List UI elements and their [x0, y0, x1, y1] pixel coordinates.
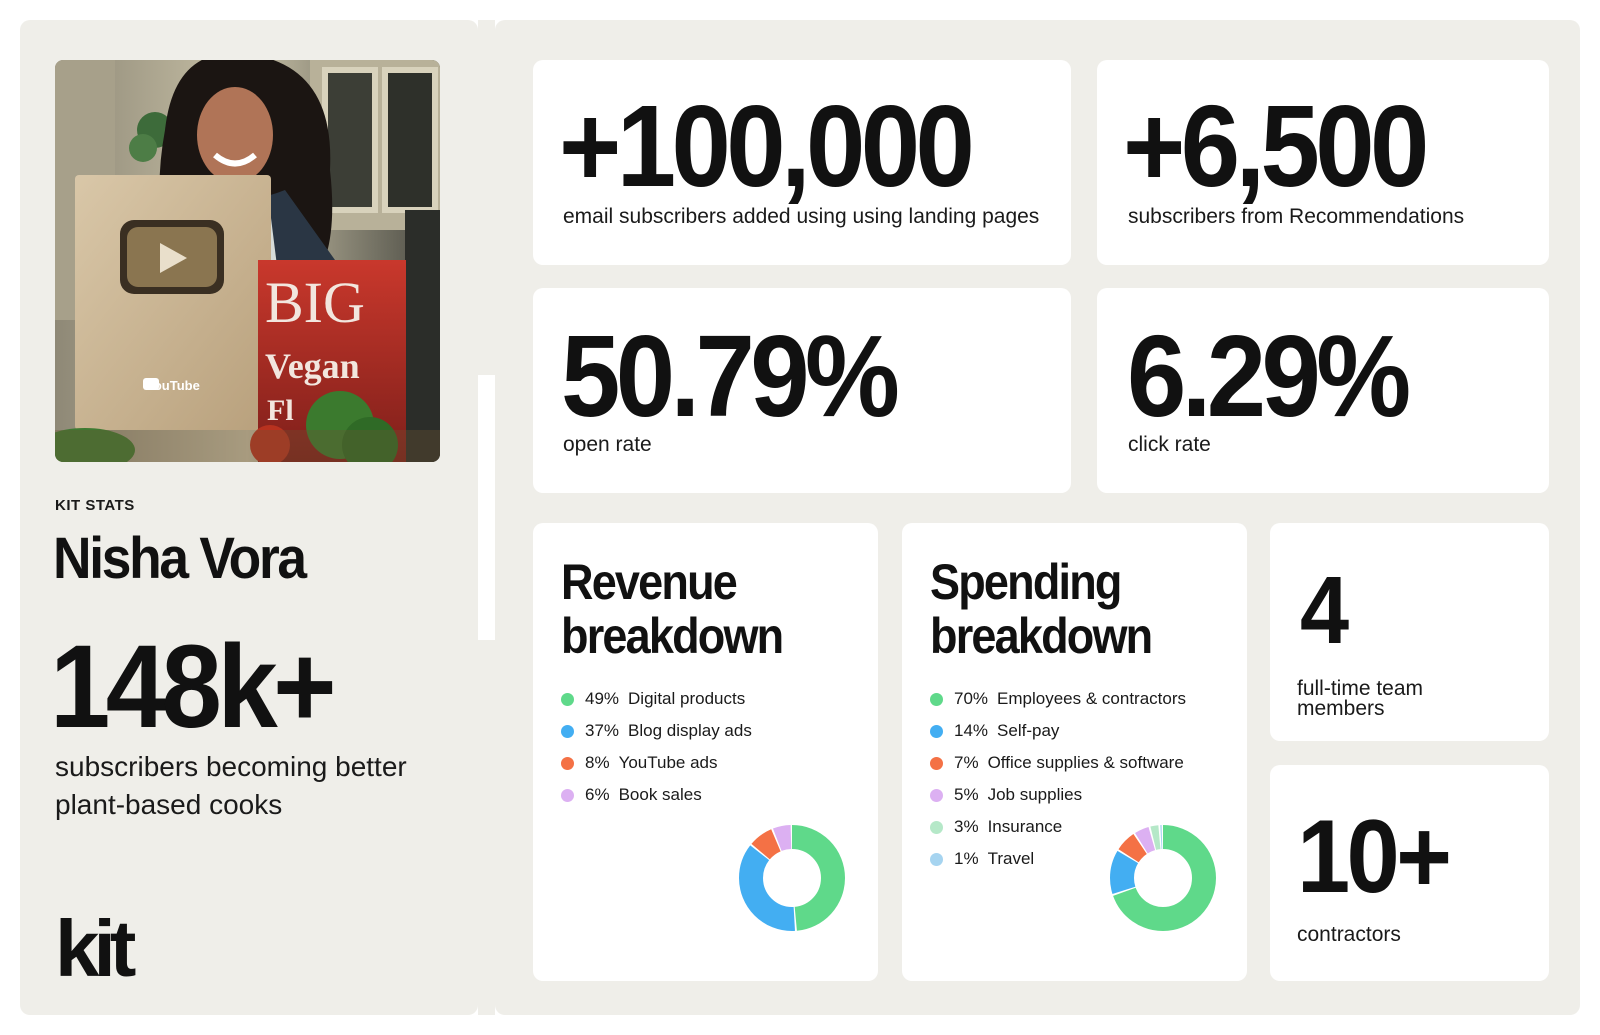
- stat-card-recommendations: +6,500 subscribers from Recommendations: [1097, 60, 1549, 265]
- spending-title-line-2: breakdown: [930, 608, 1153, 664]
- legend-label: Travel: [987, 849, 1035, 868]
- legend-label: Employees & contractors: [997, 689, 1186, 708]
- revenue-donut-chart: [739, 825, 845, 931]
- stat-card-click-rate: 6.29% click rate: [1097, 288, 1549, 493]
- legend-label: Job supplies: [987, 785, 1083, 804]
- revenue-title-line-1: Revenue: [561, 554, 738, 610]
- panel-connector-bottom: [478, 640, 495, 1015]
- stat-value: 6.29%: [1127, 311, 1411, 441]
- legend-item: 8% YouTube ads: [561, 747, 752, 779]
- legend-label: Insurance: [987, 817, 1063, 836]
- kit-logo-text: kit: [55, 918, 136, 980]
- stat-value: +6,500: [1123, 81, 1429, 211]
- legend-item: 14% Self-pay: [930, 715, 1186, 747]
- stat-card-landing-pages: +100,000 email subscribers added using u…: [533, 60, 1071, 265]
- legend-label: YouTube ads: [618, 753, 718, 772]
- legend-dot: [561, 756, 574, 770]
- stat-value: 50.79%: [561, 311, 900, 441]
- spending-legend: 70% Employees & contractors 14% Self-pay 7…: [930, 683, 1186, 875]
- legend-label: Blog display ads: [628, 721, 752, 740]
- contractors-label: contractors: [1297, 923, 1401, 946]
- revenue-legend: 49% Digital products 37% Blog display ads …: [561, 683, 752, 811]
- legend-dot: [930, 724, 943, 738]
- donut-slice-2: [1110, 825, 1216, 931]
- legend-percent: 5%: [954, 785, 979, 804]
- subscriber-description: subscribers becoming better plant-based …: [55, 751, 407, 820]
- legend-item: 6% Book sales: [561, 779, 752, 811]
- legend-item: 70% Employees & contractors: [930, 683, 1186, 715]
- subscriber-count: 148k+: [50, 621, 337, 753]
- legend-label: Office supplies & software: [987, 753, 1184, 772]
- legend-percent: 37%: [585, 721, 620, 740]
- spending-breakdown-card: Spending breakdown 70% Employees & contra…: [902, 523, 1247, 981]
- legend-dot: [930, 692, 943, 706]
- legend-item: 1% Travel: [930, 843, 1186, 875]
- legend-dot: [561, 724, 574, 738]
- legend-percent: 49%: [585, 689, 620, 708]
- contractors-card: 10+ contractors: [1270, 765, 1549, 981]
- legend-item: 7% Office supplies & software: [930, 747, 1186, 779]
- stat-value: +100,000: [559, 81, 975, 211]
- legend-dot: [930, 756, 943, 770]
- spending-donut-chart: [1110, 825, 1216, 931]
- creator-name: Nisha Vora: [53, 526, 307, 591]
- fulltime-count: 4: [1300, 557, 1349, 664]
- revenue-title-line-2: breakdown: [561, 608, 784, 664]
- book-title-word-1: BIG: [265, 270, 365, 335]
- stat-label: click rate: [1128, 433, 1211, 456]
- profile-photo: YouTube BIG Vegan Fl: [55, 60, 440, 462]
- revenue-breakdown-card: Revenue breakdown 49% Digital products 37…: [533, 523, 878, 981]
- youtube-logo-text: YouTube: [146, 378, 200, 393]
- stat-label: subscribers from Recommendations: [1128, 205, 1465, 228]
- stat-card-open-rate: 50.79% open rate: [533, 288, 1071, 493]
- legend-percent: 7%: [954, 753, 979, 772]
- legend-dot: [930, 788, 943, 802]
- kit-logo: kit: [55, 904, 195, 993]
- book-title-word-2: Vegan: [265, 346, 360, 386]
- donut-slice-2: [739, 825, 845, 931]
- legend-dot: [930, 852, 943, 866]
- legend-label: Digital products: [628, 689, 746, 708]
- legend-percent: 14%: [954, 721, 989, 740]
- donut-slice-1: [739, 825, 845, 931]
- legend-percent: 1%: [954, 849, 979, 868]
- legend-dot: [930, 820, 943, 834]
- stat-label: open rate: [563, 433, 652, 456]
- legend-item: 49% Digital products: [561, 683, 752, 715]
- legend-percent: 6%: [585, 785, 610, 804]
- legend-percent: 3%: [954, 817, 979, 836]
- legend-percent: 70%: [954, 689, 989, 708]
- fulltime-label: full-time team members: [1297, 677, 1424, 720]
- spending-title-line-1: Spending: [930, 554, 1122, 610]
- revenue-title: Revenue breakdown: [561, 554, 784, 664]
- kit-stats-eyebrow: KIT STATS: [55, 497, 135, 514]
- legend-item: 5% Job supplies: [930, 779, 1186, 811]
- legend-label: Book sales: [618, 785, 702, 804]
- legend-percent: 8%: [585, 753, 610, 772]
- donut-slice-1: [1110, 825, 1216, 931]
- legend-item: 3% Insurance: [930, 811, 1186, 843]
- panel-connector-top: [478, 20, 495, 375]
- legend-dot: [561, 692, 574, 706]
- legend-label: Self-pay: [997, 721, 1060, 740]
- spending-title: Spending breakdown: [930, 554, 1153, 664]
- book-title-word-3: Fl: [267, 394, 294, 427]
- legend-item: 37% Blog display ads: [561, 715, 752, 747]
- fulltime-team-card: 4 full-time team members: [1270, 523, 1549, 741]
- contractors-count: 10+: [1297, 799, 1452, 915]
- legend-dot: [561, 788, 574, 802]
- stat-label: email subscribers added using using land…: [563, 205, 1040, 228]
